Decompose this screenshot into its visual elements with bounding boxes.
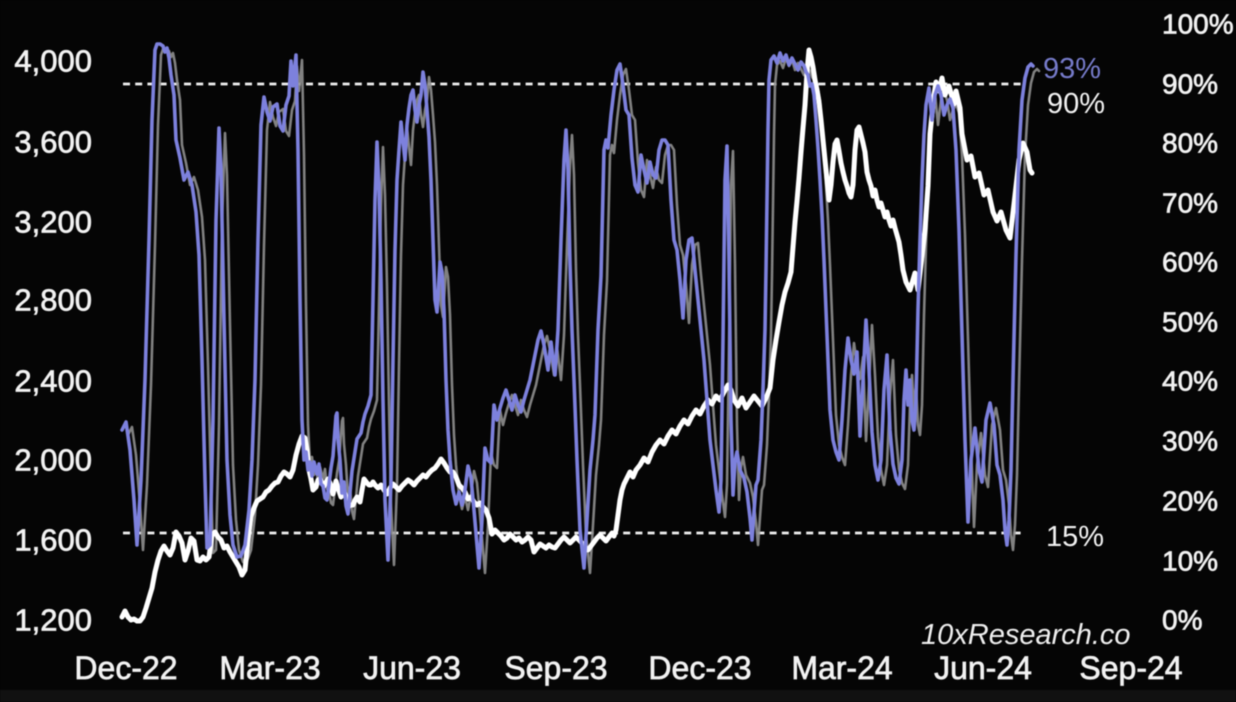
svg-text:70%: 70% [1162, 188, 1218, 219]
svg-text:30%: 30% [1162, 426, 1218, 457]
svg-text:93%: 93% [1043, 53, 1101, 85]
svg-text:1,200: 1,200 [14, 603, 92, 638]
svg-text:Dec-22: Dec-22 [74, 650, 177, 686]
svg-text:4,000: 4,000 [14, 44, 92, 79]
svg-text:Mar-24: Mar-24 [791, 650, 892, 686]
svg-text:60%: 60% [1162, 247, 1218, 278]
svg-text:2,800: 2,800 [14, 283, 92, 318]
svg-text:10xResearch.co: 10xResearch.co [921, 619, 1131, 651]
svg-text:15%: 15% [1046, 521, 1104, 553]
svg-text:10%: 10% [1162, 546, 1218, 577]
svg-text:90%: 90% [1047, 88, 1105, 120]
svg-text:40%: 40% [1162, 366, 1218, 397]
svg-text:50%: 50% [1162, 307, 1218, 338]
svg-text:100%: 100% [1162, 9, 1234, 40]
svg-text:90%: 90% [1162, 69, 1218, 100]
svg-text:1,600: 1,600 [14, 523, 92, 558]
svg-text:0%: 0% [1162, 605, 1202, 636]
svg-text:2,000: 2,000 [14, 443, 92, 478]
svg-text:80%: 80% [1162, 128, 1218, 159]
svg-text:3,600: 3,600 [14, 125, 92, 160]
svg-text:20%: 20% [1162, 486, 1218, 517]
svg-text:Sep-24: Sep-24 [1079, 650, 1182, 686]
svg-text:3,200: 3,200 [14, 205, 92, 240]
svg-text:Sep-23: Sep-23 [504, 650, 607, 686]
svg-text:Jun-23: Jun-23 [363, 650, 461, 686]
svg-text:Dec-23: Dec-23 [648, 650, 751, 686]
svg-text:Mar-23: Mar-23 [219, 650, 320, 686]
svg-text:Jun-24: Jun-24 [934, 650, 1032, 686]
svg-text:2,400: 2,400 [14, 364, 92, 399]
